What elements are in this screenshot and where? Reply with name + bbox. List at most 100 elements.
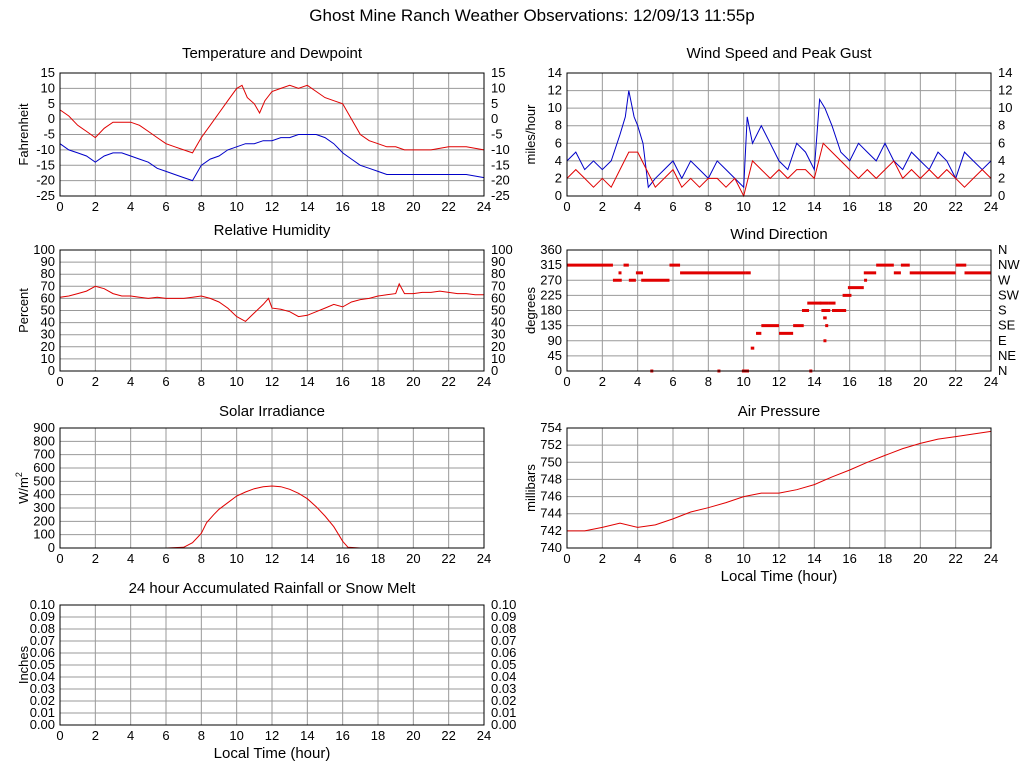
- series-line-2: [59, 134, 485, 182]
- x-tick-label: 16: [335, 728, 349, 743]
- right-tick-label: 14: [998, 65, 1012, 80]
- x-tick-label: 0: [56, 199, 63, 214]
- y-tick-label: 748: [540, 471, 562, 486]
- y-tick-label: 100: [33, 527, 55, 542]
- y-axis-label: degrees: [523, 287, 538, 334]
- y-tick-label: 800: [33, 433, 55, 448]
- direction-point: [825, 324, 829, 328]
- series-line-2: [566, 142, 992, 198]
- x-tick-label: 18: [371, 374, 385, 389]
- series-line-1: [567, 430, 992, 532]
- x-tick-label: 22: [441, 374, 455, 389]
- x-tick-label: 20: [913, 551, 927, 566]
- y-tick-label: -10: [36, 142, 55, 157]
- y-tick-label: 600: [33, 460, 55, 475]
- right-tick-label: E: [998, 333, 1007, 348]
- plot-frame: [59, 427, 485, 549]
- direction-point: [823, 339, 827, 343]
- y-tick-label: 225: [540, 287, 562, 302]
- right-tick-label: 40: [491, 315, 505, 330]
- right-tick-label: 0.08: [491, 621, 516, 636]
- x-tick-label: 22: [948, 551, 962, 566]
- y-tick-label: 40: [41, 315, 55, 330]
- right-tick-label: W: [998, 272, 1011, 287]
- x-tick-label: 8: [705, 551, 712, 566]
- x-tick-label: 20: [913, 199, 927, 214]
- chart-title: Air Pressure: [738, 403, 821, 420]
- right-tick-label: N: [998, 242, 1007, 257]
- y-axis-label: miles/hour: [523, 104, 538, 165]
- y-tick-label: 4: [555, 153, 562, 168]
- x-tick-label: 8: [705, 199, 712, 214]
- y-tick-label: 0.01: [30, 705, 55, 720]
- x-tick-label: 0: [563, 199, 570, 214]
- x-tick-label: 6: [162, 551, 169, 566]
- y-tick-label: 0.02: [30, 693, 55, 708]
- x-tick-label: 4: [634, 551, 641, 566]
- x-tick-label: 16: [842, 551, 856, 566]
- y-axis-label: millibars: [523, 464, 538, 512]
- right-tick-label: NW: [998, 257, 1020, 272]
- x-tick-label: 6: [162, 199, 169, 214]
- x-tick-label: 14: [300, 374, 314, 389]
- y-tick-label: 0.07: [30, 633, 55, 648]
- x-tick-label: 8: [198, 374, 205, 389]
- plot-frame: [59, 249, 485, 372]
- x-tick-label: 12: [265, 728, 279, 743]
- y-tick-label: 900: [33, 420, 55, 435]
- right-tick-label: 0.10: [491, 597, 516, 612]
- right-tick-label: 0.02: [491, 693, 516, 708]
- x-tick-label: 18: [371, 728, 385, 743]
- y-tick-label: 60: [41, 290, 55, 305]
- x-axis-label: Local Time (hour): [214, 745, 331, 762]
- y-tick-label: 0.00: [30, 717, 55, 732]
- right-tick-label: SE: [998, 318, 1016, 333]
- right-tick-label: 50: [491, 303, 505, 318]
- chart-title: Wind Speed and Peak Gust: [686, 45, 872, 62]
- right-tick-label: 5: [491, 96, 498, 111]
- x-tick-label: 22: [441, 728, 455, 743]
- x-tick-label: 24: [477, 551, 491, 566]
- x-tick-label: 4: [634, 374, 641, 389]
- y-tick-label: 500: [33, 473, 55, 488]
- x-tick-label: 4: [127, 374, 134, 389]
- right-tick-label: S: [998, 303, 1007, 318]
- x-tick-label: 12: [772, 374, 786, 389]
- right-tick-label: -20: [491, 173, 510, 188]
- right-tick-label: 80: [491, 266, 505, 281]
- series-line-1: [59, 282, 484, 323]
- x-tick-label: 0: [56, 551, 63, 566]
- x-tick-label: 22: [441, 199, 455, 214]
- right-tick-label: 0: [491, 363, 498, 378]
- right-tick-label: 0.00: [491, 717, 516, 732]
- x-tick-label: 8: [198, 199, 205, 214]
- x-tick-label: 10: [736, 199, 750, 214]
- x-tick-label: 24: [984, 551, 998, 566]
- y-tick-label: 20: [41, 339, 55, 354]
- y-tick-label: 0.03: [30, 681, 55, 696]
- x-tick-label: 6: [162, 374, 169, 389]
- direction-point: [864, 278, 868, 282]
- x-tick-label: 18: [878, 374, 892, 389]
- right-tick-label: 6: [998, 135, 1005, 150]
- right-tick-label: 100: [491, 242, 513, 257]
- y-tick-label: 45: [548, 348, 562, 363]
- y-tick-label: 135: [540, 318, 562, 333]
- right-tick-label: SW: [998, 287, 1020, 302]
- x-tick-label: 2: [599, 374, 606, 389]
- x-tick-label: 10: [229, 728, 243, 743]
- y-tick-label: 0: [48, 111, 55, 126]
- plot-frame: [566, 249, 992, 372]
- series-line-1: [59, 84, 485, 154]
- y-tick-label: 90: [41, 254, 55, 269]
- x-tick-label: 24: [477, 374, 491, 389]
- y-axis-label-superscript: 2: [14, 472, 24, 477]
- x-tick-label: 24: [984, 374, 998, 389]
- y-tick-label: 12: [548, 83, 562, 98]
- x-tick-label: 12: [265, 374, 279, 389]
- x-tick-label: 14: [300, 551, 314, 566]
- x-tick-label: 8: [705, 374, 712, 389]
- y-tick-label: 0: [48, 540, 55, 555]
